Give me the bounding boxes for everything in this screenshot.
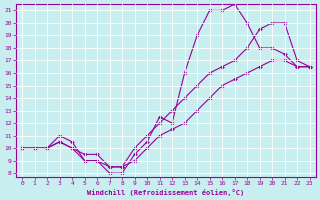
- X-axis label: Windchill (Refroidissement éolien,°C): Windchill (Refroidissement éolien,°C): [87, 189, 244, 196]
